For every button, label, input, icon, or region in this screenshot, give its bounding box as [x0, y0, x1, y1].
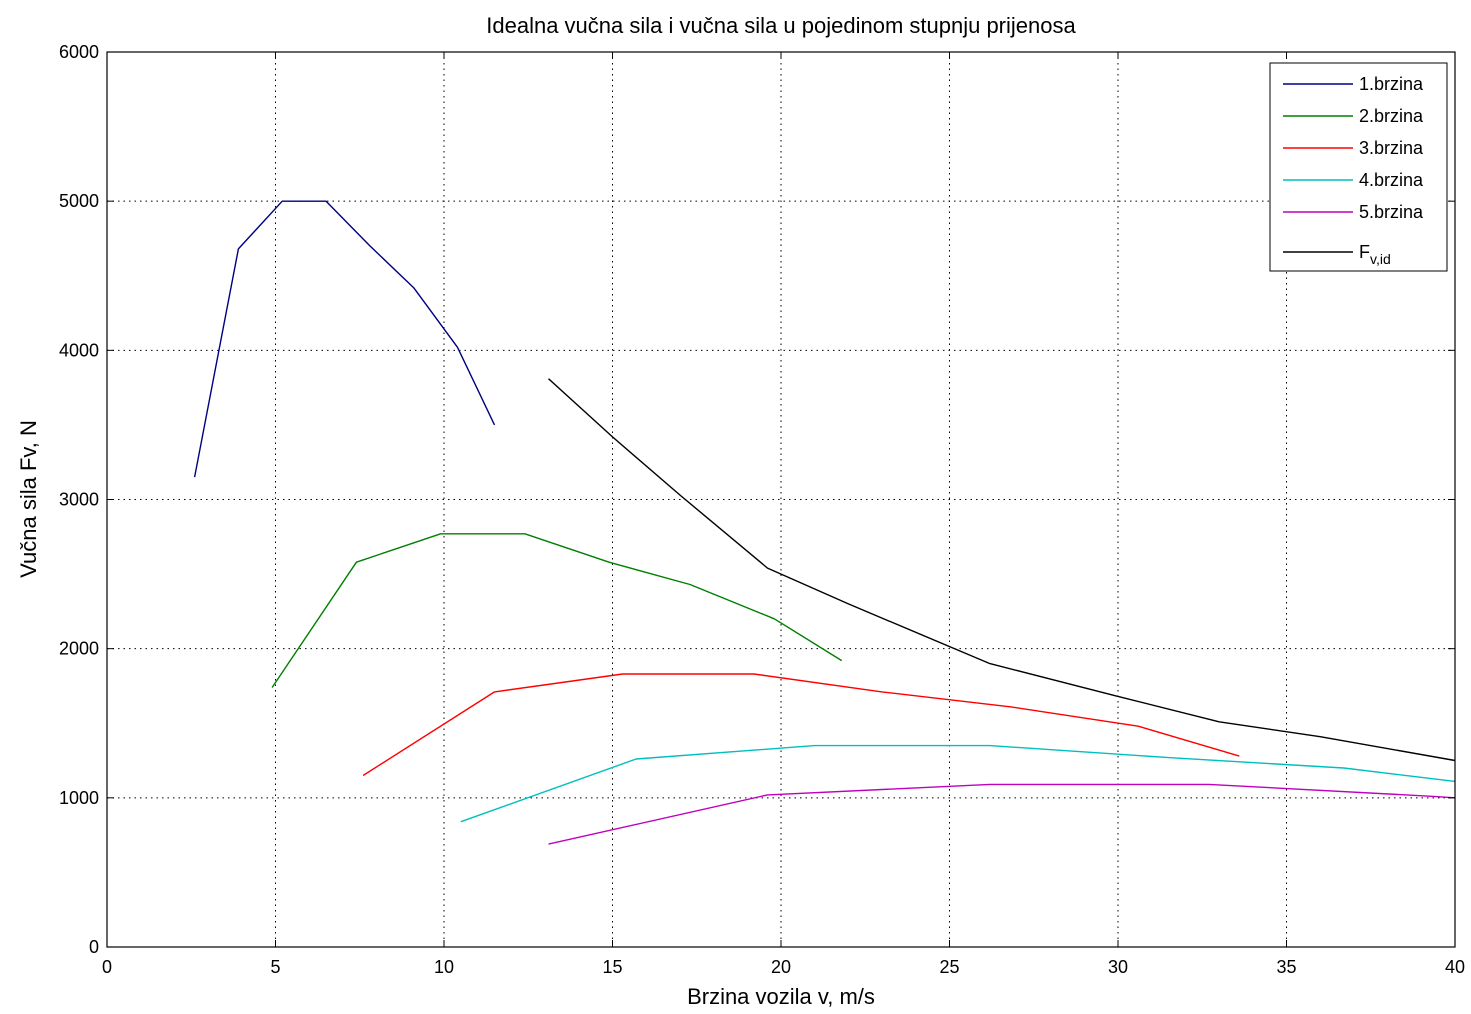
- x-tick-label: 0: [102, 957, 112, 977]
- axes-background: [107, 52, 1455, 947]
- series-line-6: [548, 378, 1456, 762]
- x-tick-label: 20: [771, 957, 791, 977]
- y-tick-label: 1000: [59, 788, 99, 808]
- series-line-3: [362, 673, 1240, 777]
- series-lines: [193, 200, 1456, 845]
- y-tick-label: 6000: [59, 42, 99, 62]
- y-tick-label: 4000: [59, 340, 99, 360]
- axis-ticks: 0 5 10 15 20 25 30 35 40 0 1000 2000 3000 4000 5000 600…: [59, 42, 1465, 977]
- series-line-1: [193, 200, 496, 478]
- y-tick-label: 5000: [59, 191, 99, 211]
- x-tick-label: 40: [1445, 957, 1465, 977]
- y-tick-label: 3000: [59, 490, 99, 510]
- legend-label-5: 5.brzina: [1359, 202, 1424, 222]
- series-line-4: [460, 744, 1456, 823]
- x-tick-label: 15: [602, 957, 622, 977]
- legend-label-3: 3.brzina: [1359, 138, 1424, 158]
- legend-label-1: 1.brzina: [1359, 74, 1424, 94]
- y-tick-label: 0: [89, 937, 99, 957]
- legend-label-2: 2.brzina: [1359, 106, 1424, 126]
- x-tick-label: 10: [434, 957, 454, 977]
- plot-area: 0 5 10 15 20 25 30 35 40 0 1000 2000 3000 4000 5000 600…: [59, 42, 1465, 977]
- y-tick-label: 2000: [59, 639, 99, 659]
- x-tick-label: 5: [270, 957, 280, 977]
- chart-title: Idealna vučna sila i vučna sila u pojedi…: [486, 13, 1076, 38]
- x-tick-label: 30: [1108, 957, 1128, 977]
- legend-label-4: 4.brzina: [1359, 170, 1424, 190]
- x-axis-label: Brzina vozila v, m/s: [687, 984, 875, 1009]
- x-tick-label: 35: [1276, 957, 1296, 977]
- legend-box: [1269, 62, 1448, 272]
- legend: 1.brzina 2.brzina 3.brzina 4.brzina 5.brzina…: [1269, 62, 1448, 272]
- x-tick-label: 25: [939, 957, 959, 977]
- series-line-5: [548, 783, 1456, 845]
- series-line-2: [271, 533, 843, 688]
- y-axis-label: Vučna sila Fv, N: [16, 420, 41, 578]
